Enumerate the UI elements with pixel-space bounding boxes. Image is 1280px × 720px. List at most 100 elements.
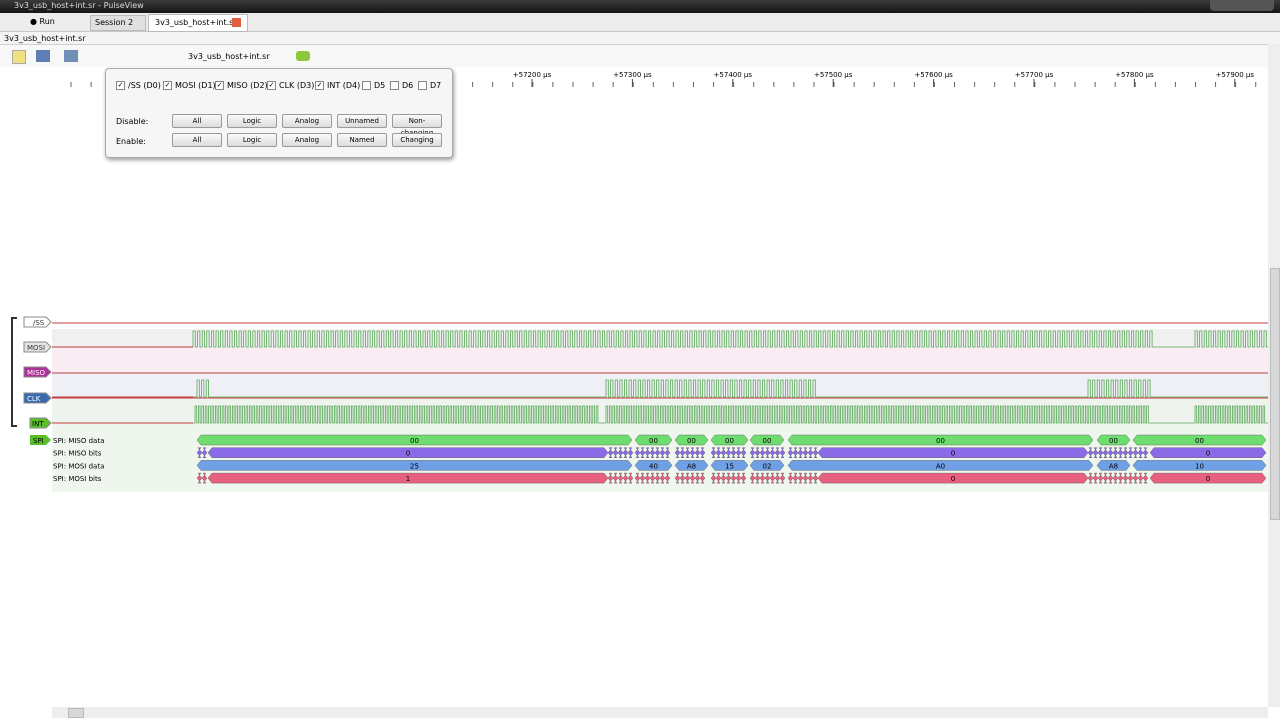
annotation (1149, 447, 1267, 458)
annotation (1132, 460, 1267, 471)
annotation (787, 460, 1094, 471)
channel-tag (23, 392, 52, 404)
popup-button[interactable]: Unnamed (337, 114, 387, 128)
run-button[interactable]: ● Run (30, 17, 55, 26)
annotation-label: 02 (763, 462, 772, 470)
checkbox-box[interactable]: ✓ (163, 81, 172, 90)
window-title: 3v3_usb_host+int.sr - PulseView (14, 1, 144, 10)
run-label: Run (39, 17, 55, 26)
decoder-row-name: SPI: MOSI data (53, 462, 104, 470)
popup-button[interactable]: All (172, 133, 222, 147)
v-scrollbar[interactable] (1268, 44, 1280, 707)
annotation-label: 00 (763, 437, 772, 445)
annotation-label: 0 (1206, 475, 1210, 483)
ruler-label: +57400 µs (714, 71, 753, 79)
annotation-label: 00 (1195, 437, 1204, 445)
annotation-label: 0 (951, 450, 955, 458)
bit-annotation (627, 472, 634, 484)
annotation-label: 40 (649, 462, 658, 470)
checkbox-box[interactable] (362, 81, 371, 90)
popup-button[interactable]: Changing (392, 133, 442, 147)
channel-checkbox[interactable]: D6 (390, 81, 413, 90)
channel-label: D7 (430, 81, 442, 90)
bit-annotation (699, 447, 706, 458)
channel-checkbox[interactable]: D7 (418, 81, 441, 90)
new-icon[interactable] (12, 50, 26, 64)
checkbox-box[interactable] (418, 81, 427, 90)
channel-label: MISO (D2) (227, 81, 268, 90)
checkbox-box[interactable]: ✓ (315, 81, 324, 90)
channel-checkbox[interactable]: ✓ MISO (D2) (215, 81, 268, 90)
device-select[interactable]: 3v3_usb_host+int.sr (188, 52, 270, 61)
bit-annotation (201, 472, 208, 484)
channel-checkbox[interactable]: ✓ MOSI (D1) (163, 81, 216, 90)
channel-checkbox[interactable]: ✓ INT (D4) (315, 81, 360, 90)
decoder-row-name: SPI: MISO bits (53, 450, 102, 458)
h-scrollbar[interactable] (52, 707, 1268, 718)
ruler-label: +57200 µs (513, 71, 552, 79)
annotation-label: 10 (1195, 462, 1204, 470)
ruler-label: +57800 µs (1115, 71, 1154, 79)
annotation (1096, 460, 1131, 471)
decoder-row-name: SPI: MOSI bits (53, 475, 102, 483)
bit-annotation (664, 472, 671, 484)
ruler-label: +57300 µs (613, 71, 652, 79)
channel-name: MISO (27, 369, 46, 377)
channel-checkbox[interactable]: ✓/SS (D0) (116, 81, 161, 90)
checkbox-box[interactable] (390, 81, 399, 90)
popup-button[interactable]: Analog (282, 133, 332, 147)
channel-checkbox[interactable]: D5 (362, 81, 385, 90)
annotation (196, 460, 633, 471)
open-icon[interactable] (36, 50, 50, 62)
ruler-label: +57500 µs (814, 71, 853, 79)
channel-tag (23, 341, 52, 353)
ruler-label: +57700 µs (1015, 71, 1054, 79)
signal-miso-pulses (52, 379, 1268, 398)
annotation-label: 00 (725, 437, 734, 445)
tab[interactable]: Session 2 (90, 15, 146, 31)
window-controls[interactable] (1210, 0, 1274, 11)
annotation (1132, 434, 1267, 446)
popup-button[interactable]: Non-changing (392, 114, 442, 137)
tab-label: 3v3_usb_host+int.sr (155, 18, 237, 27)
annotation (207, 472, 609, 484)
annotation-label: 0 (1206, 450, 1210, 458)
decoder-icon[interactable] (296, 51, 310, 61)
channel-label: /SS (D0) (128, 81, 161, 90)
checkbox-box[interactable]: ✓ (267, 81, 276, 90)
session-bar: 3v3_usb_host+int.sr (0, 32, 1280, 45)
popup-button[interactable]: Logic (227, 114, 277, 128)
checkbox-box[interactable]: ✓ (215, 81, 224, 90)
channel-name: CLK (27, 395, 41, 403)
annotation (1096, 434, 1131, 446)
annotation-label: A8 (1109, 462, 1118, 470)
tab-active[interactable]: 3v3_usb_host+int.sr (148, 14, 248, 32)
channel-label: D6 (402, 81, 414, 90)
save-icon[interactable] (64, 50, 78, 62)
annotation (710, 434, 749, 446)
bit-annotation (779, 472, 786, 484)
popup-button[interactable]: Logic (227, 133, 277, 147)
annotation (207, 447, 609, 458)
bit-annotation (664, 447, 671, 458)
tab-label: Session 2 (95, 18, 134, 27)
popup-button[interactable]: Analog (282, 114, 332, 128)
channel-label: D5 (374, 81, 386, 90)
bit-annotation (1142, 472, 1149, 484)
bit-annotation (699, 472, 706, 484)
popup-button[interactable]: All (172, 114, 222, 128)
annotation-label: 00 (687, 437, 696, 445)
decoder-tag (30, 435, 51, 445)
signal-clk (52, 405, 1268, 424)
channel-name: INT (32, 420, 44, 428)
annotation-label: 00 (1109, 437, 1118, 445)
channel-checkbox[interactable]: ✓ CLK (D3) (267, 81, 314, 90)
channel-label: MOSI (D1) (175, 81, 216, 90)
annotation (817, 447, 1089, 458)
title-bar: 3v3_usb_host+int.sr - PulseView (0, 0, 1280, 13)
popup-button[interactable]: Named (337, 133, 387, 147)
channel-label: CLK (D3) (279, 81, 315, 90)
checkbox-box[interactable]: ✓ (116, 81, 125, 90)
trace-view: +57200 µs +57300 µs +57400 µs +57500 µs +576… (11, 71, 1268, 492)
